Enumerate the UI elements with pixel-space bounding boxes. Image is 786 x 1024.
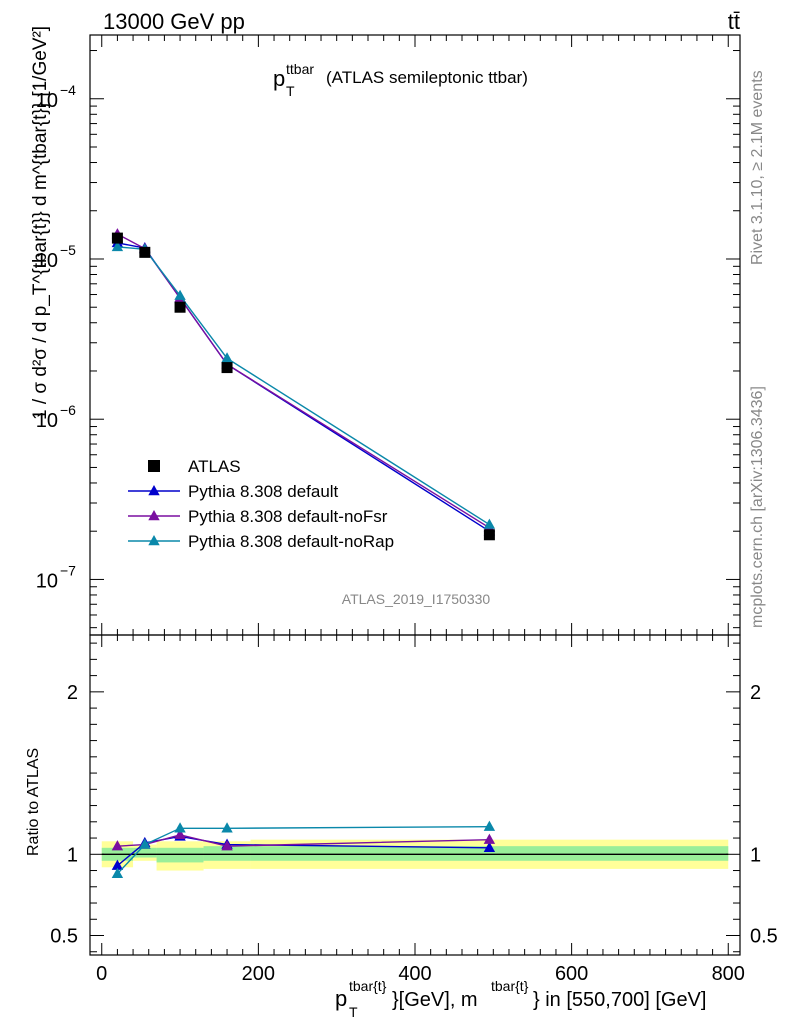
main-series-marker <box>111 240 124 252</box>
plot-title-sub: T <box>286 83 295 99</box>
x-tick-label: 0 <box>96 963 107 985</box>
ratio-y-tick-label: 2 <box>67 682 78 704</box>
main-ylabel: 1 / σ d²σ / d p_T^{tbar{t}} d m^{tbar{t}… <box>30 26 51 420</box>
ratio-panel-series <box>111 820 496 878</box>
x-tick-label: 600 <box>555 963 588 985</box>
ratio-y-tick-label: 1 <box>67 844 78 866</box>
xlabel-mid: }[GeV], m <box>392 989 478 1011</box>
legend-label: Pythia 8.308 default <box>188 482 339 501</box>
ratio-band-stat <box>133 847 157 858</box>
ratio-y-tick-label-right: 1 <box>750 844 761 866</box>
ratio-panel-frame <box>89 634 741 956</box>
ratio-band-stat <box>203 846 251 861</box>
ratio-series-marker <box>483 820 496 831</box>
legend-label: Pythia 8.308 default-noFsr <box>188 507 388 526</box>
rivet-label: Rivet 3.1.10, ≥ 2.1M events <box>749 70 766 265</box>
atlas-data-point <box>483 529 495 541</box>
y-tick-exponent: −5 <box>60 242 76 258</box>
ratio-series-marker <box>174 822 186 833</box>
y-tick-label: 10 <box>36 410 58 432</box>
xlabel-end: } in [550,700] [GeV] <box>533 989 706 1011</box>
ratio-series-marker <box>111 867 124 878</box>
axes-ticks <box>90 35 740 955</box>
plot-title: p T ttbar (ATLAS semileptonic ttbar) <box>273 61 528 99</box>
atlas-data-point <box>221 362 233 374</box>
legend-marker-square <box>148 460 160 472</box>
y-tick-label: 10 <box>36 90 58 112</box>
xlabel-sup2: tbar{t} <box>491 978 529 994</box>
ratio-band-stat <box>250 846 729 861</box>
y-tick-exponent: −6 <box>60 402 76 418</box>
legend-marker-triangle <box>148 535 160 546</box>
ratio-series-marker <box>174 828 186 839</box>
ratio-y-tick-label-right: 0.5 <box>750 926 778 948</box>
ratio-series-marker <box>221 840 233 851</box>
xlabel-sub: T <box>349 1004 358 1020</box>
atlas-data-point <box>174 301 186 313</box>
y-tick-exponent: −7 <box>60 562 76 578</box>
y-tick-label: 10 <box>36 250 58 272</box>
plot-title-sup: ttbar <box>286 61 314 77</box>
ratio-series-marker <box>221 822 233 833</box>
x-tick-label: 200 <box>242 963 275 985</box>
ratio-series-marker <box>483 833 496 844</box>
xlabel-p: p <box>335 986 347 1011</box>
main-series-marker <box>174 289 186 300</box>
xlabel-sup1: tbar{t} <box>349 978 387 994</box>
x-axis-label: p T tbar{t} }[GeV], m tbar{t} } in [550,… <box>335 978 706 1020</box>
atlas-data-point <box>111 232 123 244</box>
ratio-y-tick-label: 0.5 <box>50 926 78 948</box>
ratio-ylabel: Ratio to ATLAS <box>25 748 42 856</box>
plot-title-p: p <box>273 66 285 91</box>
ratio-band-stat <box>156 847 204 863</box>
ratio-series-marker <box>111 859 124 870</box>
ratio-series-marker <box>111 840 124 851</box>
energy-label: 13000 GeV pp <box>103 9 245 34</box>
main-panel-series <box>111 228 496 541</box>
ratio-uncertainty-bands <box>101 839 729 871</box>
ratio-series-marker <box>483 841 496 852</box>
y-tick-label: 10 <box>36 570 58 592</box>
mcplots-label: mcplots.cern.ch [arXiv:1306.3436] <box>749 386 766 628</box>
process-label: tt̄ <box>728 9 740 34</box>
ratio-y-tick-label-right: 2 <box>750 682 761 704</box>
x-tick-label: 400 <box>398 963 431 985</box>
main-series-marker <box>483 518 496 529</box>
legend: ATLAS Pythia 8.308 default Pythia 8.308 de… <box>128 457 394 551</box>
legend-marker-triangle <box>148 510 160 521</box>
legend-label: Pythia 8.308 default-noRap <box>188 532 394 551</box>
legend-label: ATLAS <box>188 457 241 476</box>
ratio-series-marker <box>139 838 151 849</box>
plot-title-text: (ATLAS semileptonic ttbar) <box>326 68 528 87</box>
main-series-marker <box>221 352 233 363</box>
y-tick-exponent: −4 <box>60 82 76 98</box>
x-tick-label: 800 <box>712 963 745 985</box>
analysis-watermark: ATLAS_2019_I1750330 <box>342 591 491 607</box>
atlas-data-point <box>139 246 151 258</box>
legend-marker-triangle <box>148 485 160 496</box>
